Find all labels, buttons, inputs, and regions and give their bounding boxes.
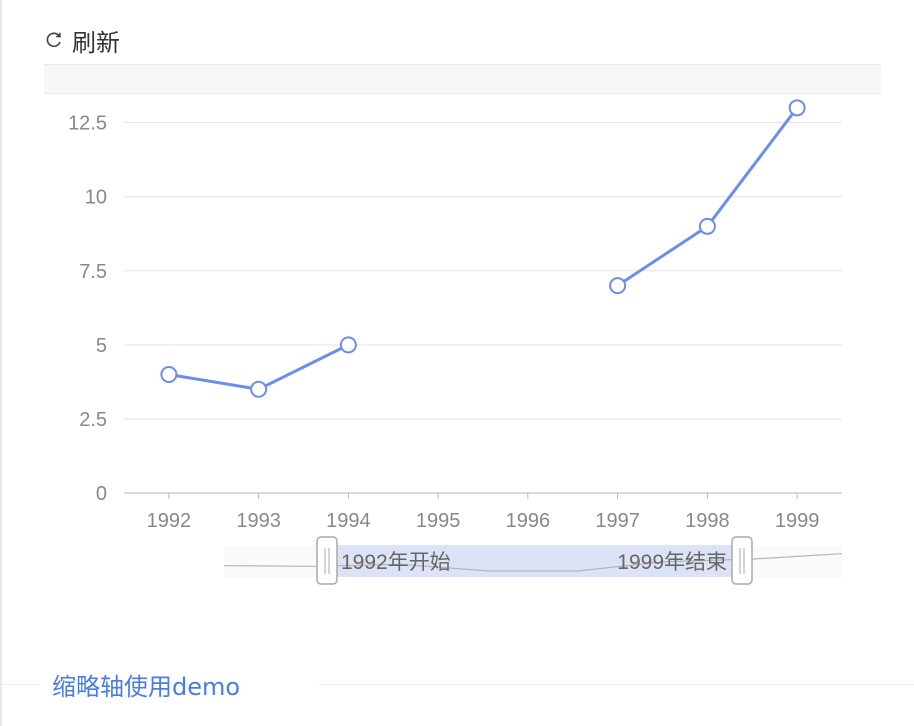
slider-start-label: 1992年开始 <box>341 551 451 574</box>
y-tick-label: 0 <box>96 483 107 505</box>
y-tick-label: 7.5 <box>79 261 107 283</box>
chart-toolbar-strip <box>44 64 881 94</box>
x-tick-label: 1999 <box>775 510 820 532</box>
grid-lines <box>124 122 842 420</box>
slider-start-handle <box>316 536 338 585</box>
y-tick-label: 10 <box>85 187 107 209</box>
x-tick-label: 1993 <box>236 510 281 532</box>
refresh-button[interactable]: 刷新 <box>44 22 120 58</box>
footer-divider-right <box>318 684 914 685</box>
slider-end-handle <box>731 536 753 585</box>
data-point <box>609 277 627 295</box>
data-point <box>788 99 806 117</box>
y-tick-label: 12.5 <box>68 113 107 135</box>
slider[interactable]: 1992年开始 1999年结束 <box>223 536 843 585</box>
y-axis-labels: 0 2.5 5 7.5 10 12.5 <box>68 113 107 505</box>
refresh-label: 刷新 <box>72 28 120 57</box>
y-tick-label: 5 <box>96 335 107 357</box>
footer-divider-left <box>0 684 40 685</box>
series <box>168 106 799 391</box>
x-axis: 1992 1993 1994 1995 1996 1997 1998 1999 <box>124 492 842 532</box>
left-border <box>0 0 2 726</box>
x-tick-label: 1998 <box>685 510 730 532</box>
slider-end-label: 1999年结束 <box>617 551 727 574</box>
x-tick-label: 1994 <box>326 510 371 532</box>
y-tick-label: 2.5 <box>79 409 107 431</box>
x-tick-label: 1996 <box>506 510 551 532</box>
refresh-icon <box>44 30 64 50</box>
data-point <box>250 380 268 398</box>
data-point <box>698 217 716 235</box>
x-tick-label: 1997 <box>595 510 640 532</box>
points <box>160 99 806 398</box>
data-point <box>339 336 357 354</box>
demo-title-link[interactable]: 缩略轴使用demo <box>52 673 241 701</box>
x-tick-label: 1992 <box>147 510 192 532</box>
data-point <box>160 365 178 383</box>
x-tick-label: 1995 <box>416 510 461 532</box>
